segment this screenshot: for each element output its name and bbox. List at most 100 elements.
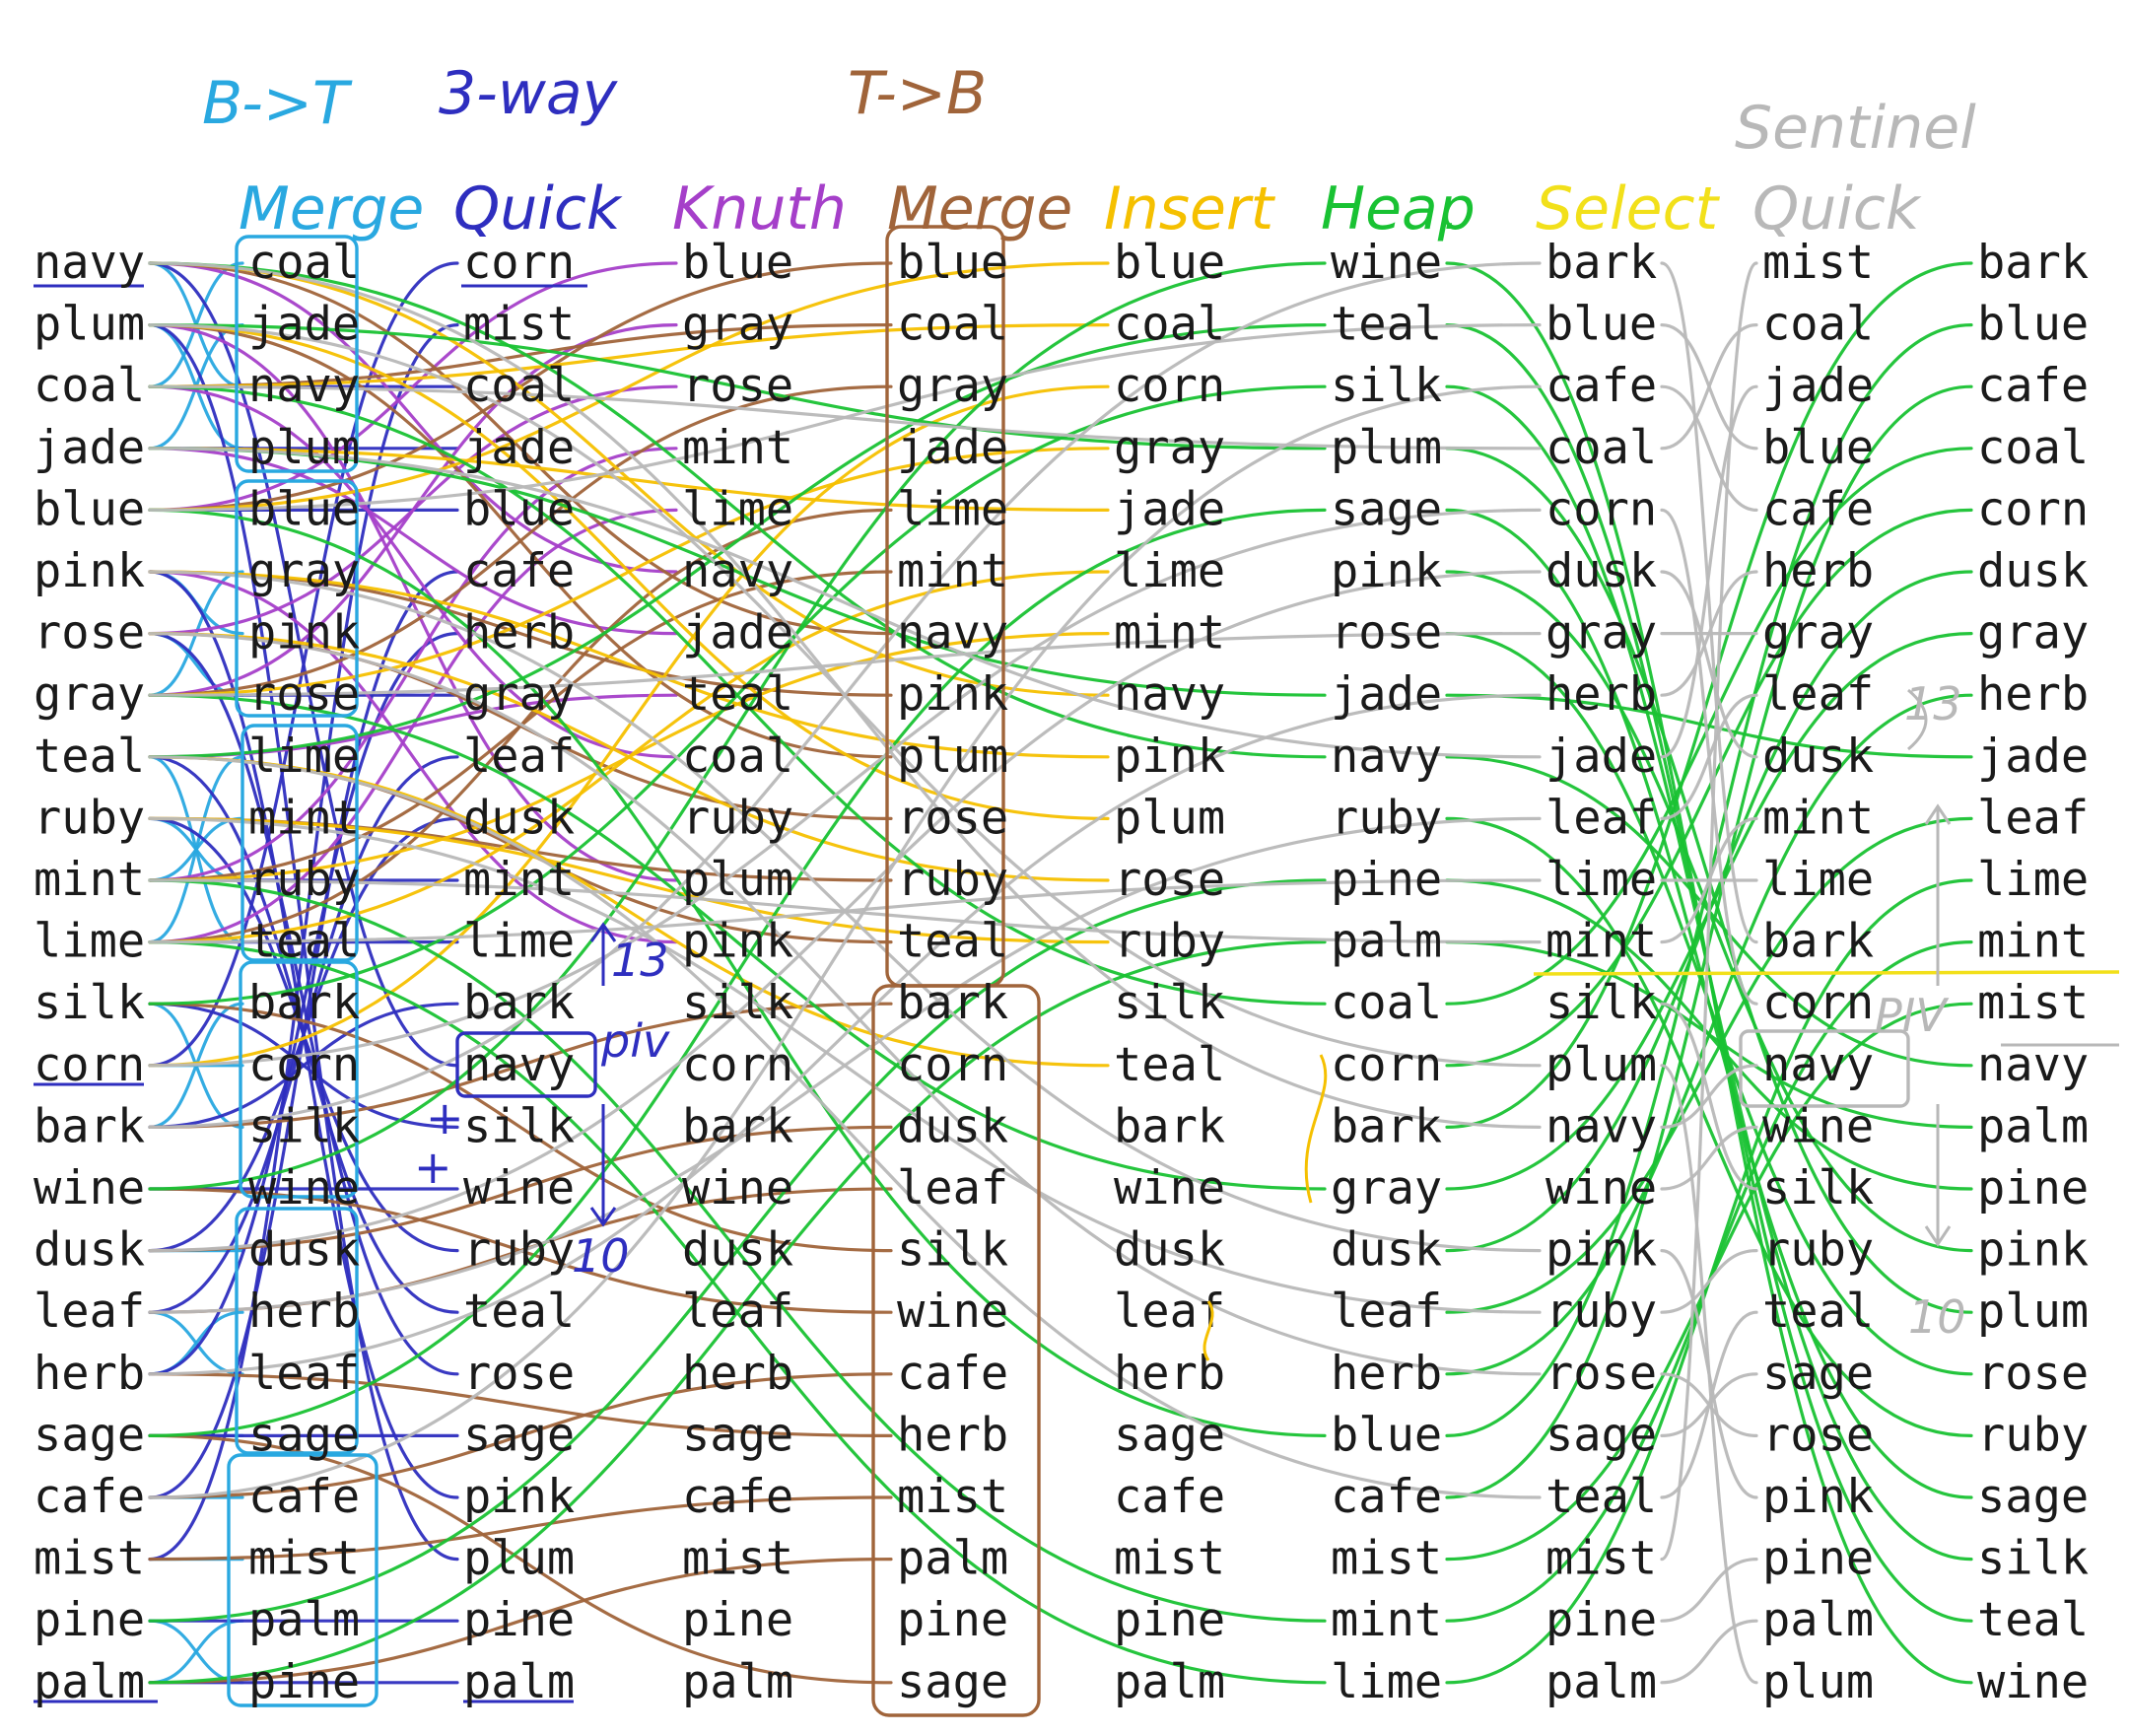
column-label-8: Quick xyxy=(1752,174,1922,243)
word-c5-r15: wine xyxy=(1114,1161,1225,1215)
word-c9-r16: pink xyxy=(1977,1223,2089,1278)
word-c9-r19: ruby xyxy=(1977,1408,2089,1462)
word-c0-r3: jade xyxy=(34,421,145,475)
word-c7-r23: palm xyxy=(1545,1655,1657,1709)
word-c8-r10: lime xyxy=(1762,853,1874,907)
word-c1-r17: herb xyxy=(248,1285,360,1339)
word-c2-r9: dusk xyxy=(463,791,575,845)
bt-merge-box-3 xyxy=(240,724,359,962)
trace-sentinel-bark xyxy=(1660,261,1758,944)
word-c8-r9: mint xyxy=(1762,791,1874,845)
word-c6-r20: cafe xyxy=(1331,1470,1442,1524)
header-sentinel: Sentinel xyxy=(1735,94,1976,163)
word-c3-r8: coal xyxy=(682,729,793,784)
word-c1-r5: gray xyxy=(248,544,360,598)
word-c4-r15: leaf xyxy=(897,1161,1008,1215)
word-c6-r22: mint xyxy=(1331,1593,1442,1647)
word-c1-r14: silk xyxy=(248,1099,360,1153)
word-c7-r21: mist xyxy=(1545,1532,1657,1586)
word-c2-r7: gray xyxy=(463,667,575,722)
word-c5-r13: teal xyxy=(1114,1038,1225,1092)
trace-merge-tb-gray xyxy=(148,384,893,697)
trace-insert-jade xyxy=(148,447,1110,512)
trace-merge-bt-rose xyxy=(148,632,244,697)
word-c2-r13: navy xyxy=(463,1038,575,1092)
word-c4-r18: cafe xyxy=(897,1347,1008,1401)
trace-heap-plum xyxy=(148,323,1327,451)
word-c5-r12: silk xyxy=(1114,976,1225,1030)
word-c8-r3: blue xyxy=(1762,421,1874,475)
trace-heap-jade xyxy=(148,447,1327,697)
word-c3-r19: sage xyxy=(682,1408,793,1462)
word-c9-r14: palm xyxy=(1977,1099,2089,1153)
trace-insert-blue xyxy=(148,261,1110,512)
trace-sentinel-herb xyxy=(1660,570,1758,697)
word-c5-r6: mint xyxy=(1114,606,1225,660)
word-c3-r14: bark xyxy=(682,1099,793,1153)
word-c6-r4: sage xyxy=(1331,482,1442,536)
word-c3-r11: pink xyxy=(682,915,793,969)
word-c8-r16: ruby xyxy=(1762,1223,1874,1278)
word-c2-r21: plum xyxy=(463,1532,575,1586)
word-c3-r17: leaf xyxy=(682,1285,793,1339)
word-c9-r20: sage xyxy=(1977,1470,2089,1524)
word-c6-r19: blue xyxy=(1331,1408,1442,1462)
column-label-3: Knuth xyxy=(672,174,847,243)
word-c6-r9: ruby xyxy=(1331,791,1442,845)
word-c2-r1: mist xyxy=(463,298,575,352)
word-c5-r21: mist xyxy=(1114,1532,1225,1586)
word-c0-r20: cafe xyxy=(34,1470,145,1524)
word-c4-r2: gray xyxy=(897,359,1008,413)
word-c0-r22: pine xyxy=(34,1593,145,1647)
word-c5-r18: herb xyxy=(1114,1347,1225,1401)
word-c0-r9: ruby xyxy=(34,791,145,845)
word-c3-r13: corn xyxy=(682,1038,793,1092)
word-c6-r18: herb xyxy=(1331,1347,1442,1401)
word-c9-r17: plum xyxy=(1977,1285,2089,1339)
word-c5-r17: leaf xyxy=(1114,1285,1225,1339)
trace-knuth-pink xyxy=(148,570,678,944)
trace-select-herb xyxy=(148,693,1542,1376)
word-c6-r1: teal xyxy=(1331,298,1442,352)
trace-insert-coal xyxy=(148,323,1110,388)
word-c4-r12: bark xyxy=(897,976,1008,1030)
bt-merge-box-5 xyxy=(235,1207,359,1455)
insert-squiggle-2 xyxy=(1202,1300,1214,1361)
word-c2-r17: teal xyxy=(463,1285,575,1339)
word-c8-r22: palm xyxy=(1762,1593,1874,1647)
select-divider xyxy=(1533,970,2120,976)
word-c0-r10: mint xyxy=(34,853,145,907)
word-c4-r4: lime xyxy=(897,482,1008,536)
word-c1-r20: cafe xyxy=(248,1470,360,1524)
word-c0-r15: wine xyxy=(34,1161,145,1215)
trace-select-rose xyxy=(148,632,1542,1376)
word-c4-r14: dusk xyxy=(897,1099,1008,1153)
word-c2-r4: blue xyxy=(463,482,575,536)
word-c7-r3: coal xyxy=(1545,421,1657,475)
word-c1-r12: bark xyxy=(248,976,360,1030)
word-c8-r2: jade xyxy=(1762,359,1874,413)
word-c0-r12: silk xyxy=(34,976,145,1030)
column-label-7: Select xyxy=(1536,174,1721,243)
header-bottom-to-top: B->T xyxy=(202,69,353,138)
word-c8-r4: cafe xyxy=(1762,482,1874,536)
word-c3-r15: wine xyxy=(682,1161,793,1215)
word-c4-r11: teal xyxy=(897,915,1008,969)
word-c8-r23: plum xyxy=(1762,1655,1874,1709)
word-c8-r7: leaf xyxy=(1762,667,1874,722)
trace-heap-navy xyxy=(148,261,1327,759)
word-c3-r2: rose xyxy=(682,359,793,413)
trace-heap-out-corn xyxy=(1445,508,1973,1068)
column-label-2: Quick xyxy=(453,174,623,243)
word-c4-r3: jade xyxy=(897,421,1008,475)
trace-merge-tb-sage xyxy=(148,1433,893,1685)
word-c1-r18: leaf xyxy=(248,1347,360,1401)
word-c9-r3: coal xyxy=(1977,421,2089,475)
word-c7-r4: corn xyxy=(1545,482,1657,536)
word-c0-r11: lime xyxy=(34,915,145,969)
word-c6-r8: navy xyxy=(1331,729,1442,784)
trace-merge-bt-lime xyxy=(148,755,244,944)
word-c9-r0: bark xyxy=(1977,236,2089,290)
word-c0-r16: dusk xyxy=(34,1223,145,1278)
trace-quick-corn xyxy=(148,261,459,1068)
